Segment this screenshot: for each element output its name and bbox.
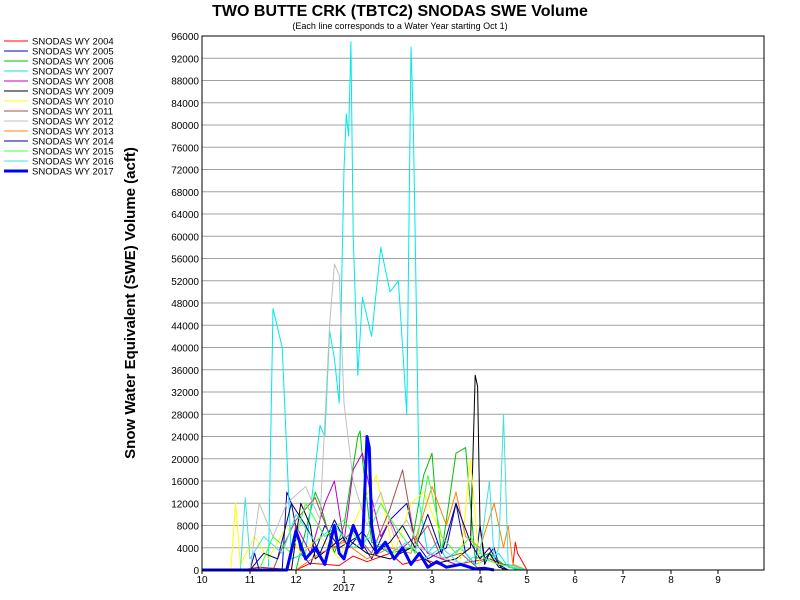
- legend-label: SNODAS WY 2006: [32, 57, 114, 68]
- legend-label: SNODAS WY 2004: [32, 37, 114, 48]
- y-tick-label: 56000: [171, 255, 199, 266]
- y-tick-label: 12000: [171, 499, 199, 510]
- series-line-13: [202, 413, 528, 571]
- x-tick-label: 9: [715, 575, 721, 586]
- legend-label: SNODAS WY 2013: [32, 127, 114, 138]
- legend-label: SNODAS WY 2011: [32, 107, 113, 118]
- y-tick-labels: 0 4000 8000 12000 16000 20000 24000 28000 32000 3…: [171, 32, 199, 577]
- x-tick-label: 11: [245, 575, 256, 586]
- series-line-10: [202, 486, 528, 571]
- legend-label: SNODAS WY 2009: [32, 87, 114, 98]
- x-tick-label: 8: [668, 575, 674, 586]
- legend-label: SNODAS WY 2007: [32, 67, 114, 78]
- y-tick-label: 16000: [171, 477, 199, 488]
- y-tick-label: 92000: [171, 54, 199, 65]
- y-tick-label: 68000: [171, 188, 199, 199]
- y-tick-label: 36000: [171, 366, 199, 377]
- y-tick-label: 52000: [171, 277, 199, 288]
- y-tick-label: 96000: [171, 32, 199, 43]
- chart-title: TWO BUTTE CRK (TBTC2) SNODAS SWE Volume: [212, 3, 588, 20]
- x-year-label: 2017: [333, 583, 356, 594]
- x-tick-label: 12: [290, 575, 302, 586]
- y-tick-label: 48000: [171, 299, 199, 310]
- x-tick-label: 10: [196, 575, 208, 586]
- y-tick-label: 24000: [171, 433, 199, 444]
- legend-label: SNODAS WY 2017: [32, 167, 114, 178]
- y-tick-label: 44000: [171, 321, 199, 332]
- legend-label: SNODAS WY 2014: [32, 137, 114, 148]
- series-line-14: [202, 435, 495, 572]
- y-tick-label: 8000: [177, 522, 200, 533]
- legend-label: SNODAS WY 2015: [32, 147, 114, 158]
- plot-frame: [201, 35, 765, 571]
- x-tick-label: 5: [524, 575, 530, 586]
- x-tick-label: 6: [572, 575, 578, 586]
- series-lines: [202, 41, 528, 572]
- x-tick-label: 3: [429, 575, 435, 586]
- x-tick-labels: 10 11 12 1 2 3 4 5 6 7 8 9: [196, 570, 721, 586]
- series-line-2: [202, 491, 504, 571]
- series-line-11: [202, 502, 509, 571]
- y-tick-label: 20000: [171, 455, 199, 466]
- y-tick-label: 32000: [171, 388, 199, 399]
- y-tick-label: 40000: [171, 344, 199, 355]
- y-tick-label: 84000: [171, 99, 199, 110]
- y-tick-label: 0: [193, 566, 199, 577]
- x-tick-label: 2: [387, 575, 393, 586]
- y-tick-label: 80000: [171, 121, 199, 132]
- legend-label: SNODAS WY 2008: [32, 77, 114, 88]
- x-tick-label: 7: [620, 575, 626, 586]
- legend-label: SNODAS WY 2016: [32, 157, 114, 168]
- legend-label: SNODAS WY 2005: [32, 47, 114, 58]
- series-line-8: [202, 469, 481, 571]
- y-tick-label: 76000: [171, 143, 199, 154]
- y-tick-label: 60000: [171, 232, 199, 243]
- legend-label: SNODAS WY 2010: [32, 97, 114, 108]
- x-tick-label: 4: [477, 575, 483, 586]
- y-tick-label: 4000: [177, 544, 200, 555]
- series-line-9: [202, 263, 481, 571]
- chart-subtitle: (Each line corresponds to a Water Year s…: [292, 21, 507, 31]
- legend-label: SNODAS WY 2012: [32, 117, 114, 128]
- y-tick-label: 28000: [171, 410, 199, 421]
- x-tick-label: 1: [341, 575, 347, 586]
- y-tick-label: 88000: [171, 77, 199, 88]
- y-tick-label: 64000: [171, 210, 199, 221]
- y-axis-label: Snow Water Equivalent (SWE) Volume (acft…: [122, 147, 139, 459]
- y-tick-label: 72000: [171, 166, 199, 177]
